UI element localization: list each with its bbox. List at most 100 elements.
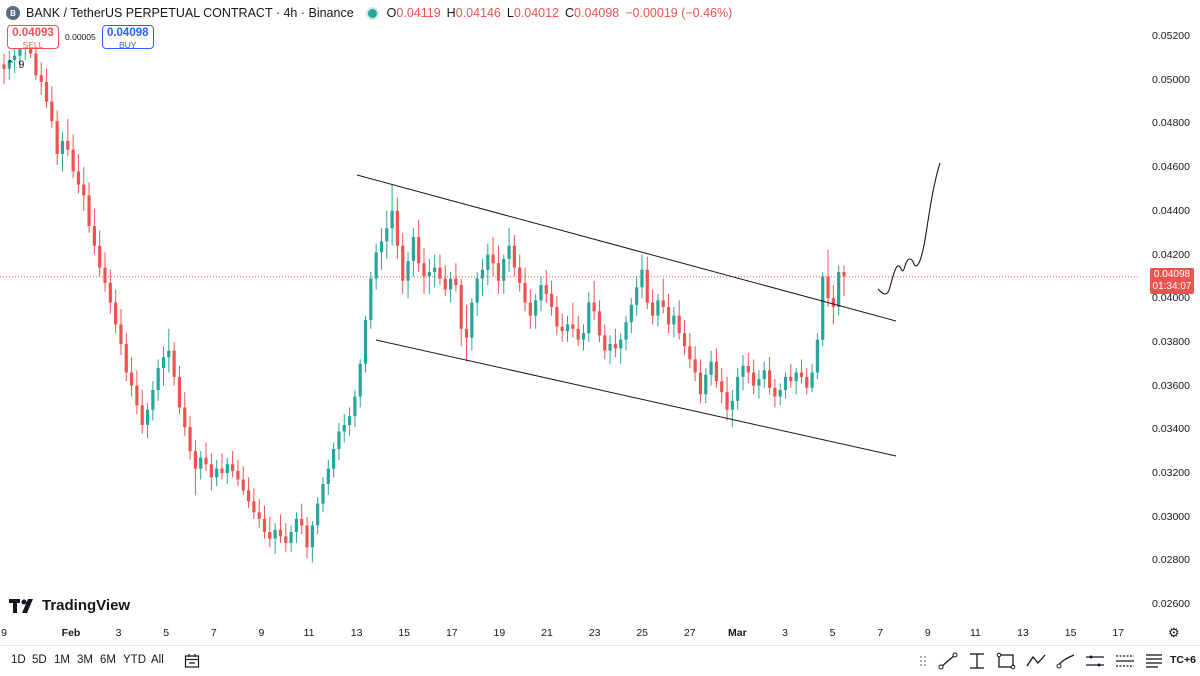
candle [688, 333, 692, 369]
measure-icon[interactable] [1084, 651, 1106, 671]
grip-icon[interactable] [912, 651, 934, 671]
time-tick: 7 [210, 627, 217, 639]
price-tick: 0.04800 [1152, 117, 1190, 130]
time-tick: 11 [969, 627, 981, 639]
candle [767, 357, 772, 395]
range-all[interactable]: All [151, 654, 164, 666]
brush-icon[interactable] [1055, 651, 1077, 671]
more-tools-button[interactable]: TC+6 [1170, 654, 1196, 666]
price-chart[interactable] [0, 0, 1140, 620]
candle [640, 254, 644, 299]
candle [587, 291, 591, 342]
price-tick: 0.04200 [1152, 248, 1190, 261]
candle [831, 285, 835, 325]
candle [528, 289, 532, 329]
candle [736, 368, 740, 410]
candle [188, 416, 192, 460]
brand-name: TradingView [42, 597, 131, 614]
price-tick: 0.05200 [1152, 30, 1190, 42]
range-6m[interactable]: 6M [100, 654, 116, 666]
path-icon[interactable] [1025, 651, 1047, 671]
range-ytd[interactable]: YTD [123, 654, 146, 666]
candle [470, 298, 474, 351]
time-tick: 15 [398, 627, 411, 639]
price-tick: 0.03800 [1152, 335, 1190, 348]
candle [395, 197, 400, 259]
candle [167, 328, 171, 373]
candle [571, 302, 575, 338]
candle [752, 359, 756, 395]
candle [252, 488, 256, 519]
fib-icon[interactable] [966, 651, 988, 671]
candle [209, 453, 213, 491]
range-5d[interactable]: 5D [32, 654, 47, 666]
lower-trendline[interactable] [375, 339, 897, 457]
candle [789, 363, 793, 388]
candle [284, 523, 288, 552]
candle [7, 51, 11, 80]
candle [757, 370, 761, 399]
time-tick: 9 [924, 627, 931, 639]
candle [411, 228, 415, 277]
upper-trendline[interactable] [356, 174, 897, 322]
trend-line-icon[interactable] [937, 651, 959, 671]
candle [87, 182, 91, 233]
candle [225, 457, 229, 484]
candle [300, 503, 304, 535]
gear-icon[interactable]: ⚙ [1168, 625, 1180, 640]
projection-drawing[interactable] [877, 162, 941, 295]
price-axis[interactable]: 0.05200 0.05000 0.04800 0.04600 0.04400 0.042… [1140, 0, 1200, 620]
market-status-icon [365, 6, 379, 20]
candle [635, 276, 639, 316]
time-axis[interactable]: 9 Feb 3 5 7 9 11 13 15 17 19 21 23 25 27 Mar 3 5 7 9 11 13 15 1… [0, 620, 1140, 644]
candle [257, 499, 261, 528]
range-1m[interactable]: 1M [54, 654, 70, 666]
symbol-title[interactable]: BANK / TetherUS PERPETUAL CONTRACT · 4h … [26, 6, 354, 20]
price-tick: 0.04400 [1152, 204, 1190, 217]
candle [379, 228, 384, 270]
candle [581, 324, 586, 351]
candle [145, 403, 150, 439]
indicator-toggle[interactable]: ⌃ 9 [6, 58, 24, 71]
candle [661, 278, 665, 314]
candle [246, 477, 251, 508]
range-1d[interactable]: 1D [11, 654, 26, 666]
candle [103, 252, 107, 292]
candle [555, 296, 559, 336]
text-icon[interactable] [1143, 651, 1165, 671]
candle [305, 516, 309, 559]
range-3m[interactable]: 3M [77, 654, 93, 666]
low-label: L [506, 6, 514, 20]
high-value: 0.04146 [455, 6, 501, 20]
price-tick: 0.05000 [1152, 73, 1190, 86]
chart-canvas[interactable] [0, 0, 1140, 620]
time-tick: Feb [61, 627, 81, 639]
candle [560, 313, 564, 342]
rectangle-icon[interactable] [995, 651, 1017, 671]
candle [71, 134, 75, 179]
candle [773, 379, 777, 408]
candle [60, 132, 65, 172]
change-value: −0.00019 (−0.46%) [625, 6, 733, 20]
long-position-icon[interactable] [1114, 651, 1136, 671]
candle [44, 68, 49, 109]
candle [720, 368, 724, 404]
date-range-icon[interactable] [181, 651, 203, 671]
current-price: 0.04098 [1153, 269, 1191, 280]
price-tick: 0.03000 [1152, 510, 1190, 523]
sell-button[interactable]: 0.04093 SELL [7, 25, 59, 50]
candle [129, 357, 134, 397]
tradingview-mark-icon [9, 598, 33, 613]
candle [597, 300, 602, 342]
price-tick: 0.04600 [1152, 161, 1190, 174]
low-value: 0.04012 [513, 6, 560, 20]
candle [651, 289, 655, 325]
candle [698, 359, 703, 404]
candle [204, 442, 208, 471]
candle [454, 263, 458, 292]
candle [544, 269, 548, 303]
candle [666, 293, 671, 334]
buy-button[interactable]: 0.04098 BUY [101, 25, 154, 50]
sell-label: SELL [22, 40, 44, 50]
candle [682, 320, 687, 356]
